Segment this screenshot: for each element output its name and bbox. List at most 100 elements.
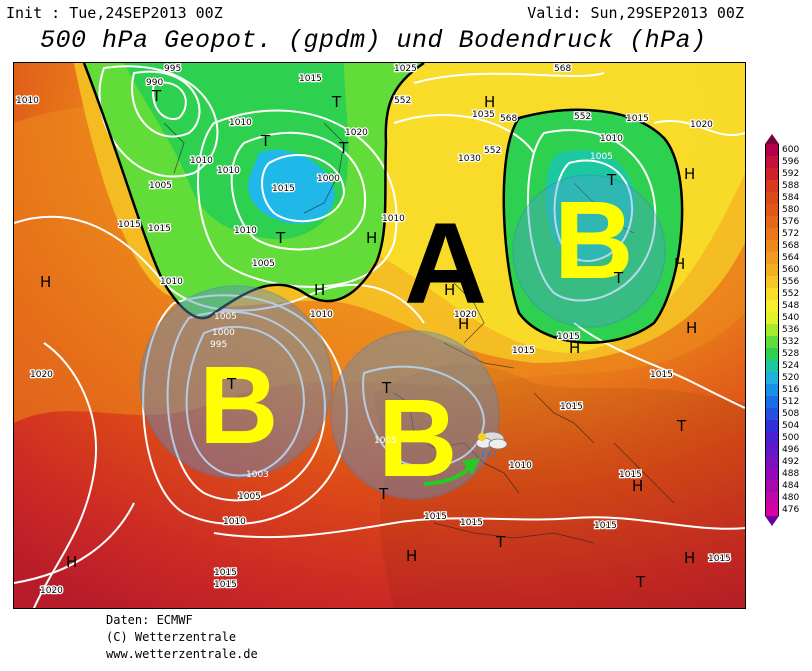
pressure-label: 1005 xyxy=(252,259,275,269)
legend-value: 564 xyxy=(782,253,800,263)
high-center-marker: H xyxy=(674,255,685,273)
high-center-marker: H xyxy=(484,93,495,111)
high-center-marker: H xyxy=(686,319,697,337)
legend-value: 548 xyxy=(782,301,800,311)
legend-swatch: 572 xyxy=(765,228,799,240)
big-label-b-east: B xyxy=(554,179,633,302)
high-center-marker: H xyxy=(406,547,417,565)
color-legend: 600 596 592 588 584 580 576 572 568 564 560 556 552 5… xyxy=(765,134,799,526)
pressure-label: 995 xyxy=(210,340,227,350)
legend-value: 588 xyxy=(782,181,800,191)
low-center-marker: T xyxy=(606,171,617,189)
legend-swatch: 560 xyxy=(765,264,799,276)
pressure-label: 1020 xyxy=(40,586,63,596)
pressure-label: 1010 xyxy=(16,96,39,106)
geopotential-label: 552 xyxy=(394,96,411,106)
pressure-label: 1015 xyxy=(214,568,237,578)
pressure-label: 1015 xyxy=(560,402,583,412)
legend-swatch: 532 xyxy=(765,336,799,348)
low-center-marker: T xyxy=(381,379,392,397)
low-center-marker: T xyxy=(613,269,624,287)
legend-swatch: 500 xyxy=(765,432,799,444)
pressure-label: 1000 xyxy=(317,174,340,184)
arrow-head xyxy=(462,458,480,475)
low-center-marker: T xyxy=(635,573,646,591)
legend-swatch: 576 xyxy=(765,216,799,228)
legend-value: 520 xyxy=(782,373,800,383)
legend-swatch: 580 xyxy=(765,204,799,216)
legend-value: 580 xyxy=(782,205,800,215)
pressure-label: 1010 xyxy=(600,134,623,144)
footer-copyright: (C) Wetterzentrale xyxy=(106,630,237,644)
high-center-marker: H xyxy=(569,339,580,357)
high-center-marker: H xyxy=(684,165,695,183)
cyan-core xyxy=(248,149,335,224)
legend-swatch: 568 xyxy=(765,240,799,252)
geopotential-label: 552 xyxy=(484,146,501,156)
pressure-label: 1005 xyxy=(238,492,261,502)
legend-value: 528 xyxy=(782,349,800,359)
legend-value: 516 xyxy=(782,385,800,395)
legend-value: 508 xyxy=(782,409,800,419)
pressure-label: 1010 xyxy=(223,517,246,527)
low-center-marker: T xyxy=(331,93,342,111)
pressure-label: 1015 xyxy=(272,184,295,194)
pressure-label: 1015 xyxy=(557,332,580,342)
pressure-label: 1025 xyxy=(394,64,417,74)
low-center-marker: T xyxy=(495,533,506,551)
pressure-label: 1010 xyxy=(509,461,532,471)
curved-arrow-icon xyxy=(423,466,471,486)
rain-cloud-icon xyxy=(475,431,508,458)
legend-value: 556 xyxy=(782,277,800,287)
coast-lines xyxy=(163,122,675,544)
cyan-cutoff-east xyxy=(545,149,635,263)
pressure-label: 1015 xyxy=(650,370,673,380)
legend-value: 492 xyxy=(782,457,800,467)
geopotential-label: 568 xyxy=(500,114,517,124)
geopotential-labels: 552 568 552 568 552 xyxy=(393,63,593,157)
pressure-label: 1015 xyxy=(594,521,617,531)
pressure-label: 1010 xyxy=(310,310,333,320)
pressure-label: 1015 xyxy=(708,554,731,564)
legend-value: 536 xyxy=(782,325,800,335)
pressure-label: 1010 xyxy=(234,226,257,236)
isobars xyxy=(14,65,745,608)
legend-top-arrow-icon xyxy=(765,134,779,144)
low-center-marker: T xyxy=(378,485,389,503)
pressure-label: 1015 xyxy=(214,580,237,590)
map-canvas: B B B A 990 995 1015 1010 1025 1035 1030… xyxy=(14,63,745,608)
legend-value: 480 xyxy=(782,493,800,503)
valid-time: Valid: Sun,29SEP2013 00Z xyxy=(527,4,744,22)
weather-map: B B B A 990 995 1015 1010 1025 1035 1030… xyxy=(13,62,746,609)
pressure-label: 1020 xyxy=(30,370,53,380)
footer-data-source: Daten: ECMWF xyxy=(106,613,193,627)
land-outline-europe xyxy=(374,363,745,608)
legend-value: 576 xyxy=(782,217,800,227)
legend-value: 496 xyxy=(782,445,800,455)
legend-value: 524 xyxy=(782,361,800,371)
pressure-label: 1010 xyxy=(217,166,240,176)
pressure-label: 1010 xyxy=(229,118,252,128)
legend-value: 572 xyxy=(782,229,800,239)
pressure-label: 1020 xyxy=(690,120,713,130)
legend-swatch: 492 xyxy=(765,456,799,468)
pressure-label: 1015 xyxy=(619,470,642,480)
init-time: Init : Tue,24SEP2013 00Z xyxy=(6,4,223,22)
pressure-label: 1035 xyxy=(472,110,495,120)
pressure-label: 1020 xyxy=(345,128,368,138)
legend-value: 560 xyxy=(782,265,800,275)
footer-website[interactable]: www.wetterzentrale.de xyxy=(106,647,258,661)
pressure-label: 1000 xyxy=(212,328,235,338)
legend-swatch: 548 xyxy=(765,300,799,312)
geopotential-label: 552 xyxy=(574,112,591,122)
high-center-marker: H xyxy=(458,315,469,333)
high-center-marker: H xyxy=(40,273,51,291)
legend-bottom-arrow-icon xyxy=(765,516,779,526)
high-center-marker: H xyxy=(444,281,455,299)
pressure-label: 1005 xyxy=(149,181,172,191)
big-label-b-atlantic: B xyxy=(199,344,278,467)
legend-swatch: 540 xyxy=(765,312,799,324)
high-center-marker: H xyxy=(684,549,695,567)
legend-value: 500 xyxy=(782,433,800,443)
chart-title: 500 hPa Geopot. (gpdm) und Bodendruck (h… xyxy=(40,26,707,55)
